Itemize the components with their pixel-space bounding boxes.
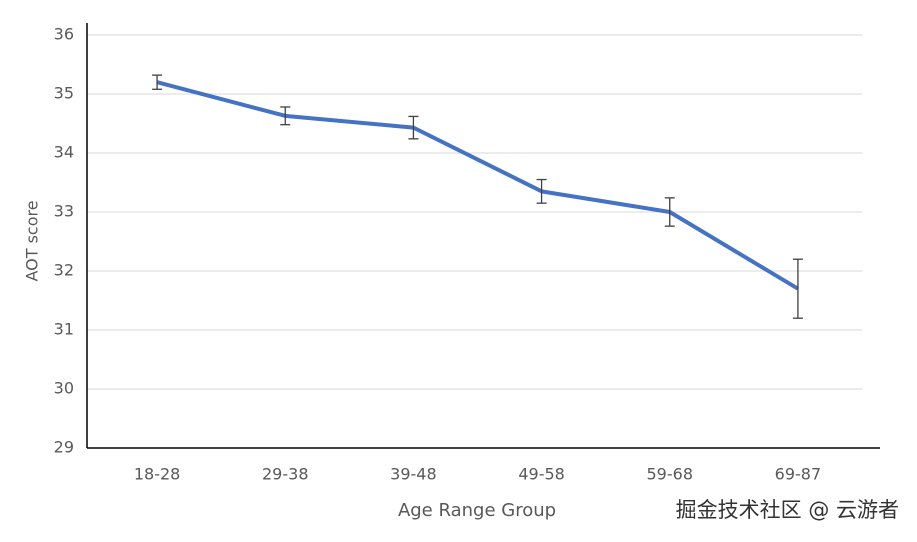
y-axis-label: AOT score: [23, 200, 42, 281]
error-bar: [664, 197, 675, 227]
y-tick-label: 34: [54, 143, 74, 162]
y-tick-label: 35: [54, 84, 74, 103]
x-tick-label: 49-58: [518, 465, 565, 484]
y-tick-label: 30: [54, 379, 74, 398]
line: [156, 80, 799, 291]
y-tick-label: 29: [54, 438, 74, 457]
watermark: 掘金技术社区 @ 云游者: [676, 498, 899, 522]
error-bar: [536, 178, 547, 204]
x-tick-label: 18-28: [134, 465, 181, 484]
y-tick-label: 36: [54, 25, 74, 44]
x-axis-label: Age Range Group: [398, 500, 556, 521]
x-tick-label: 39-48: [390, 465, 437, 484]
y-tick-label: 31: [54, 320, 74, 339]
error-bar: [792, 258, 803, 319]
y-tick-label: 32: [54, 261, 74, 280]
error-bar: [280, 106, 291, 126]
y-tick-label: 33: [54, 202, 74, 221]
x-tick-label: 29-38: [262, 465, 309, 484]
error-bar: [408, 115, 419, 140]
error-bar: [152, 74, 163, 90]
x-tick-label: 69-87: [775, 465, 822, 484]
x-tick-label: 59-68: [647, 465, 694, 484]
